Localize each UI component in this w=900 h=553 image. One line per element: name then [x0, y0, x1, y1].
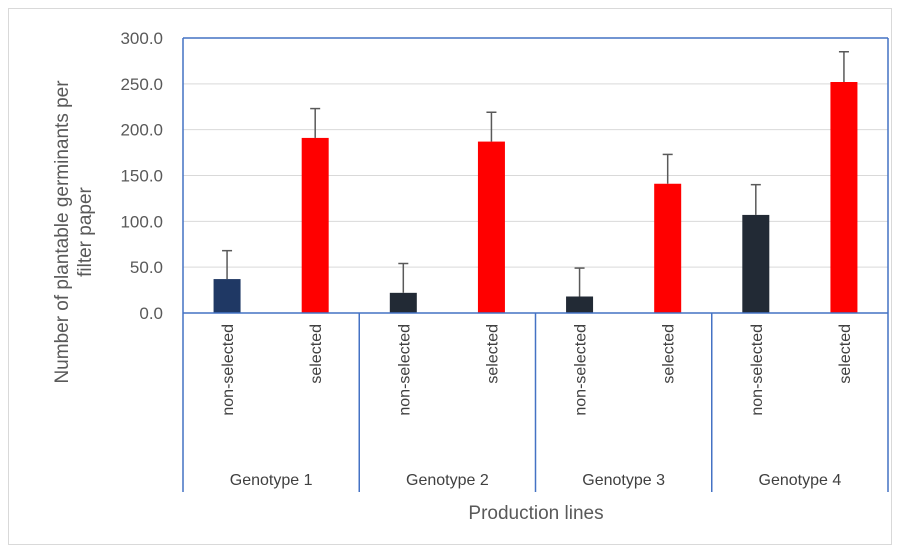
bar-genotype-1-non-selected — [213, 279, 241, 313]
group-label: Genotype 1 — [230, 472, 313, 489]
y-tick-label: 0.0 — [139, 304, 163, 323]
group-label: Genotype 3 — [582, 472, 665, 489]
error-bar — [574, 267, 585, 297]
y-axis-title-line-2: filter paper — [75, 186, 96, 276]
error-bar — [398, 262, 409, 293]
error-bar — [310, 107, 321, 138]
x-category-label: non-selected — [573, 324, 590, 416]
y-tick-label: 100.0 — [120, 212, 163, 231]
bar-series — [213, 82, 858, 313]
bar-genotype-2-selected — [477, 141, 505, 313]
error-bar — [750, 183, 761, 215]
x-category-label: selected — [661, 324, 678, 384]
x-axis-title: Production lines — [468, 503, 603, 524]
error-bar — [222, 249, 233, 280]
category-labels: non-selected selected non-selected selected… — [220, 324, 854, 489]
bar-genotype-1-selected — [301, 137, 329, 313]
axes — [182, 37, 889, 492]
x-category-label: non-selected — [396, 324, 413, 416]
y-axis-title-line-1: Number of plantable germinants per — [52, 80, 73, 384]
bar-genotype-3-selected — [654, 183, 682, 313]
error-bar — [662, 153, 673, 184]
error-bar — [838, 51, 849, 82]
x-category-label: non-selected — [220, 324, 237, 416]
x-category-label: non-selected — [749, 324, 766, 416]
error-bar — [486, 111, 497, 142]
y-tick-labels: 0.0 50.0 100.0 150.0 200.0 250.0 300.0 — [120, 29, 163, 323]
x-category-label: selected — [837, 324, 854, 384]
error-bars — [222, 51, 849, 297]
bar-genotype-4-selected — [830, 82, 858, 313]
y-tick-label: 150.0 — [120, 167, 163, 186]
y-tick-label: 250.0 — [120, 75, 163, 94]
x-category-label: selected — [308, 324, 325, 384]
gridlines — [183, 83, 888, 268]
group-label: Genotype 4 — [759, 472, 842, 489]
y-tick-label: 200.0 — [120, 121, 163, 140]
y-tick-label: 50.0 — [130, 258, 163, 277]
bar-genotype-3-non-selected — [566, 296, 594, 313]
bar-genotype-2-non-selected — [389, 292, 417, 313]
y-tick-label: 300.0 — [120, 29, 163, 48]
group-label: Genotype 2 — [406, 472, 489, 489]
bar-genotype-4-non-selected — [742, 214, 770, 313]
x-category-label: selected — [484, 324, 501, 384]
